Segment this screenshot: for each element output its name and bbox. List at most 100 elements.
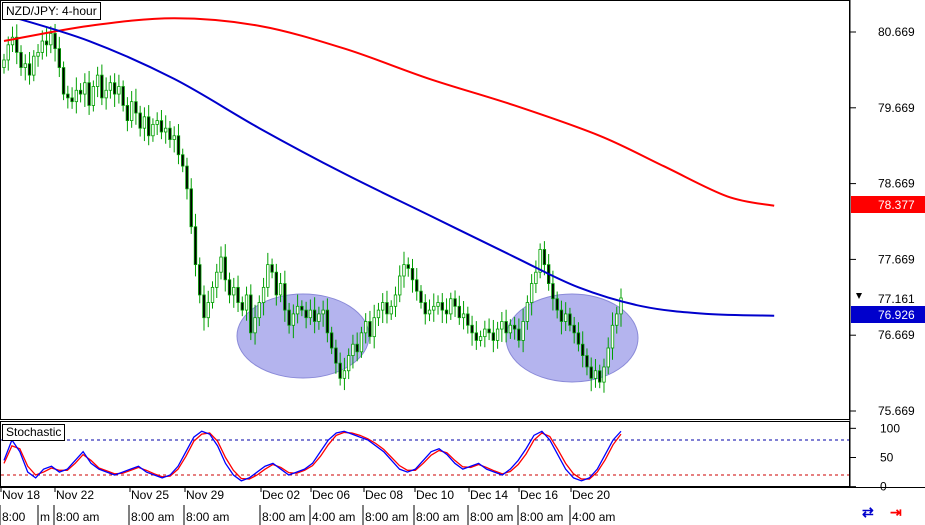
candle-body <box>112 82 117 95</box>
stochastic-y-tick-label: 0 <box>880 480 887 494</box>
candle-body <box>364 321 368 334</box>
candle-body <box>606 347 610 368</box>
price-tag-red: 78.377 <box>851 196 925 213</box>
candle-body <box>129 101 134 122</box>
scroll-end-icon[interactable]: ⇥ <box>890 504 902 520</box>
main-panel <box>0 0 850 420</box>
candle-body <box>125 105 130 122</box>
candle-body <box>338 362 342 379</box>
candle-body <box>598 370 602 383</box>
candle-body <box>525 302 530 322</box>
sync-icon[interactable]: ⇄ <box>862 504 874 520</box>
candle-body <box>602 366 606 383</box>
candle-body <box>423 302 427 315</box>
candle-body <box>581 343 585 356</box>
candle-body <box>466 313 470 326</box>
stochastic-panel <box>0 421 850 487</box>
candle-body <box>227 279 232 296</box>
stochastic-k-line <box>3 430 622 482</box>
candle-body <box>419 290 423 303</box>
candle-body <box>461 313 466 319</box>
candle-body <box>551 283 555 300</box>
candle-body <box>261 286 266 303</box>
x-tick-label-bottom: 8:00 am <box>470 510 513 524</box>
candle-body <box>376 309 381 319</box>
price-tag-current: 77.161 <box>856 292 915 306</box>
candle-body <box>436 302 440 307</box>
candle-body <box>389 305 393 315</box>
y-tick-label: 80.669 <box>878 25 915 39</box>
candle-body <box>295 305 300 315</box>
candle-body <box>10 36 15 46</box>
candle-body <box>449 298 453 315</box>
moving-average-red <box>3 17 775 207</box>
moving-average-blue <box>3 13 775 317</box>
candle-body <box>555 298 559 311</box>
x-tick-label-bottom: 8:00 am <box>186 510 229 524</box>
candle-body <box>287 309 291 326</box>
candle-body <box>538 249 542 273</box>
candle-body <box>308 309 313 319</box>
candle-body <box>240 302 244 311</box>
candle-body <box>576 332 581 345</box>
candle-body <box>49 33 53 46</box>
candle-body <box>53 33 57 50</box>
x-tick-label: Dec 16 <box>520 488 558 502</box>
candle-body <box>368 321 372 338</box>
x-tick-label: Dec 08 <box>365 488 403 502</box>
price-tag-blue-text: 76.926 <box>878 308 915 322</box>
candle-body <box>559 309 564 322</box>
candle-body <box>176 135 181 156</box>
candle-body <box>253 317 257 334</box>
candle-body <box>27 63 32 76</box>
candle-body <box>444 309 449 315</box>
candle-body <box>529 283 534 303</box>
x-axis: Nov 18 Nov 22 Nov 25 Nov 29 Dec 02 Dec 06 Dec … <box>0 487 615 525</box>
y-tick-label: 75.669 <box>878 404 915 418</box>
candle-body <box>500 321 504 330</box>
candle-body <box>334 347 338 364</box>
candle-body <box>2 59 6 68</box>
y-tick-label: 78.669 <box>878 177 915 191</box>
candle-body <box>355 343 359 353</box>
candle-body <box>232 286 236 296</box>
candle-body <box>40 40 44 53</box>
candle-body <box>83 82 87 95</box>
candle-body <box>304 309 308 319</box>
candle-body <box>91 86 96 106</box>
candle-body <box>193 226 198 266</box>
x-tick-label: Nov 18 <box>2 488 40 502</box>
candle-body <box>23 63 27 68</box>
x-tick-label-bottom: 8:00 am <box>365 510 408 524</box>
candle-body <box>495 328 500 341</box>
candle-body <box>478 336 483 341</box>
x-tick-label: Nov 29 <box>186 488 224 502</box>
candle-body <box>585 355 589 368</box>
y-tick-label: 77.669 <box>878 252 915 266</box>
candle-body <box>410 268 415 281</box>
chart-title: NZD/JPY: 4-hour <box>2 2 101 20</box>
candle-body <box>470 324 474 334</box>
x-tick-label-bottom: 8:00 <box>2 510 26 524</box>
x-tick-label-bottom: 8:00 am <box>262 510 305 524</box>
candle-body <box>270 264 274 273</box>
candle-body <box>487 328 491 334</box>
candle-body <box>274 271 278 296</box>
stochastic-label: Stochastic <box>2 424 66 441</box>
x-tick-label-bottom: 8:00 am <box>416 510 459 524</box>
candle-body <box>78 89 83 95</box>
price-tag-red-text: 78.377 <box>878 198 915 212</box>
candle-body <box>283 283 287 311</box>
candle-body <box>202 294 206 319</box>
candle-body <box>593 370 598 379</box>
candle-body <box>223 256 227 281</box>
candle-body <box>517 328 521 341</box>
candle-body <box>440 302 444 311</box>
candle-body <box>104 89 108 99</box>
candle-body <box>185 165 189 190</box>
candle-body <box>453 298 457 307</box>
y-axis: 80.669 79.669 78.669 77.669 76.669 75.669 <box>850 25 915 418</box>
candle-body <box>215 271 219 288</box>
candle-body <box>504 321 508 334</box>
candle-body <box>351 343 355 356</box>
